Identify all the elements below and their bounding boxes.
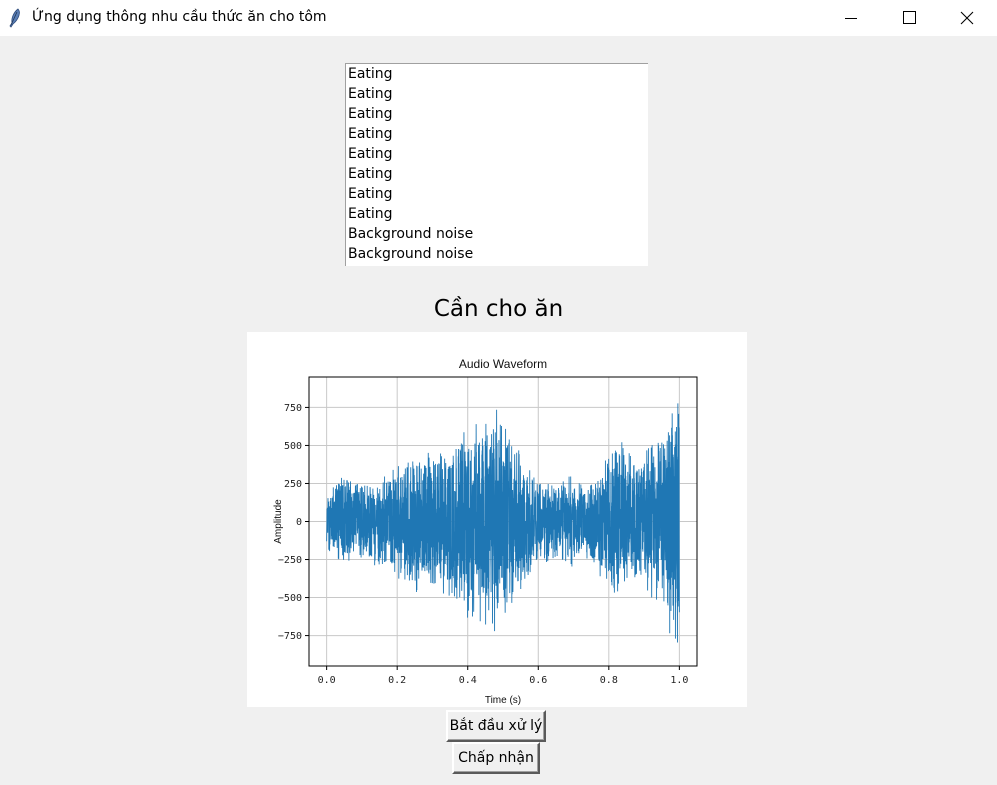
x-tick-label: 0.0 [318,675,336,686]
feeding-status-label: Cần cho ăn [433,296,564,322]
window-title: Ứng dụng thông nhu cầu thức ăn cho tôm [32,9,327,25]
x-axis-label: Time (s) [485,695,521,706]
start-processing-button[interactable]: Bắt đầu xử lý [446,710,546,742]
listbox-item[interactable]: Eating [348,146,393,162]
chart-title: Audio Waveform [459,357,547,371]
y-tick-label: 250 [284,479,302,490]
title-bar: Ứng dụng thông nhu cầu thức ăn cho tôm [0,0,997,36]
y-tick-label: −250 [278,555,302,566]
listbox-item[interactable]: Eating [348,186,393,202]
waveform-plot-panel: 0.0 0.2 0.4 0.6 0.8 1.0 750 500 250 0 −250 −500 −750… [247,332,747,707]
x-tick-label: 1.0 [670,675,688,686]
maximize-icon [903,11,916,24]
listbox-item[interactable]: Eating [348,166,393,182]
y-tick-label: 500 [284,441,302,452]
y-tick-label: −750 [278,631,302,642]
waveform-chart: 0.0 0.2 0.4 0.6 0.8 1.0 750 500 250 0 −250 −500 −750… [273,357,698,706]
x-tick-label: 0.6 [529,675,547,686]
close-button[interactable] [938,0,996,36]
listbox-item[interactable]: Eating [348,86,393,102]
y-tick-label: −500 [278,593,302,604]
listbox-item[interactable]: Eating [348,126,393,142]
listbox-item[interactable]: Background noise [348,246,474,262]
accept-button[interactable]: Chấp nhận [452,742,540,774]
listbox-item[interactable]: Eating [348,106,393,122]
x-tick-label: 0.4 [459,675,477,686]
minimize-icon [845,18,857,19]
x-tick-label: 0.2 [388,675,406,686]
y-tick-label: 0 [296,517,302,528]
maximize-button[interactable] [880,0,938,36]
y-axis-label: Amplitude [273,499,284,544]
listbox-item[interactable]: Background noise [348,226,474,242]
prediction-listbox[interactable]: Eating Eating Eating Eating Eating Eating Eati… [345,63,648,266]
x-tick-label: 0.8 [600,675,618,686]
y-tick-label: 750 [284,403,302,414]
close-icon [960,11,974,25]
waveform-series-line [326,403,680,643]
feather-icon [9,8,20,28]
listbox-item[interactable]: Eating [348,206,393,222]
minimize-button[interactable] [822,0,880,36]
listbox-item[interactable]: Eating [348,66,393,82]
